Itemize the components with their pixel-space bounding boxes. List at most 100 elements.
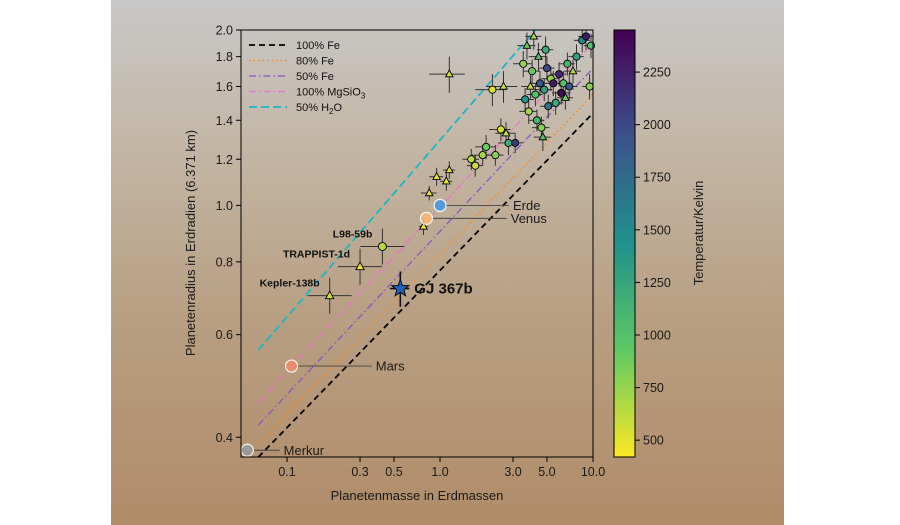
exoplanet-circle [531,90,540,99]
exoplanet-triangle [419,221,429,230]
solar-planet-name: Merkur [284,443,325,458]
colorbar-tick-label: 1750 [643,171,671,185]
solar-planet-marker [284,359,299,373]
exoplanet-circle [542,64,551,73]
x-tick-label: 0.5 [385,465,402,479]
x-tick-label: 0.3 [351,465,368,479]
labeled-exoplanets: L98-59b TRAPPIST-1d Kepler-138b [260,228,405,314]
colorbar-tick-label: 750 [643,381,664,395]
colorbar-tick-label: 1500 [643,223,671,237]
exoplanet-points [419,31,596,230]
solar-planet-name: Mars [376,359,405,374]
exoplanet-triangle [568,66,578,75]
legend-entry-label: 50% H2O [296,102,342,116]
composition-line [257,29,537,351]
y-tick-label: 0.8 [216,255,233,269]
exoplanet-circle [572,52,581,61]
exoplanet-circle [544,102,553,111]
plot-frame [240,29,594,458]
legend-entry-label: 80% Fe [296,56,334,68]
composition-line [257,42,594,403]
exoplanet-triangle [444,164,454,174]
exoplanet-circle [491,151,500,160]
y-tick-label: 1.4 [216,114,233,128]
exoplanet-triangle [533,51,543,60]
colorbar-label: Temperatur/Kelvin [691,181,706,286]
exoplanet-circle [581,32,591,41]
exoplanet-circle [467,155,476,164]
colorbar-tick-label: 2250 [643,66,671,80]
labeled-exoplanet-marker [324,290,335,300]
exoplanet-circle [537,123,546,132]
exoplanet-triangle [560,92,570,101]
labeled-exoplanet-name: Kepler-138b [260,278,320,290]
colorbar-tick-label: 500 [643,434,664,448]
exoplanet-circle [555,70,564,79]
y-tick-label: 1.8 [216,50,233,64]
colorbar-gradient [613,29,636,458]
exoplanet-circle [482,142,491,151]
legend-entry-label: 100% Fe [296,40,340,52]
legend-entry-label: 50% Fe [296,71,334,83]
colorbar: 500 750 1000 1250 1500 1750 2000 2250 [613,29,671,458]
exoplanet-triangle [499,81,508,90]
exoplanet-circle [551,98,560,107]
y-tick-label: 1.6 [216,80,233,94]
colorbar-tick-label: 1000 [643,329,671,343]
exoplanet-circle [524,107,533,116]
exoplanet-circle [541,45,550,54]
colorbar-tick-label: 1250 [643,276,671,290]
exoplanet-circle [563,59,572,68]
solar-planet-name: Erde [513,198,540,213]
labeled-exoplanet-name: TRAPPIST-1d [283,249,350,261]
exoplanet-triangle [432,171,442,180]
exoplanet-circle [585,82,594,91]
x-tick-label: 0.1 [278,465,295,479]
legend-entry-label: 100% MgSiO3 [296,87,366,101]
colorbar-tick-label: 2000 [643,118,671,132]
exoplanet-circle [471,161,480,170]
x-tick-label: 5.0 [538,465,555,479]
y-tick-label: 2.0 [216,24,233,38]
y-tick-label: 1.2 [216,153,233,167]
labeled-exoplanet-marker [355,261,365,271]
exoplanet-triangle [529,31,539,40]
exoplanet-triangle [444,69,454,78]
exoplanet-triangle [538,131,548,141]
solar-planet-marker [433,198,447,213]
exoplanet-circle [521,95,530,104]
exoplanet-triangle [522,40,532,49]
x-tick-label: 10.0 [581,465,605,479]
exoplanet-circle [478,151,487,160]
exoplanet-circle [540,85,549,94]
exoplanet-circle [532,116,541,125]
x-tick-label: 3.0 [504,465,521,479]
exoplanet-circle [511,138,520,147]
solar-planet-name: Venus [511,211,548,226]
exoplanet-circle [519,59,528,68]
exoplanet-circle [565,82,574,91]
exoplanet-triangle [424,187,434,197]
exoplanet-circle [504,138,513,147]
solar-planet-marker [419,211,434,225]
exoplanet-circle [496,125,505,134]
exoplanet-triangle [441,176,451,185]
highlight-label: GJ 367b [414,281,472,298]
x-axis: 0.1 0.3 0.5 1.0 3.0 5.0 10.0 [278,457,605,479]
exoplanet-triangle [501,128,511,137]
exoplanet-circle [549,79,558,88]
labeled-exoplanet-name: L98-59b [333,229,373,241]
exoplanet-circle [488,85,497,94]
y-axis: 0.4 0.6 0.8 1.0 1.2 1.4 1.6 1.8 2.0 [216,24,241,445]
labeled-exoplanet-marker [377,242,387,251]
y-tick-label: 0.6 [216,328,233,342]
highlighted-planet: GJ 367b [389,271,473,307]
exoplanet-triangle [525,81,535,90]
y-tick-label: 1.0 [216,199,233,213]
exoplanet-circle [557,88,566,97]
exoplanet-circle [528,67,537,76]
solar-planet-marker [240,443,254,457]
